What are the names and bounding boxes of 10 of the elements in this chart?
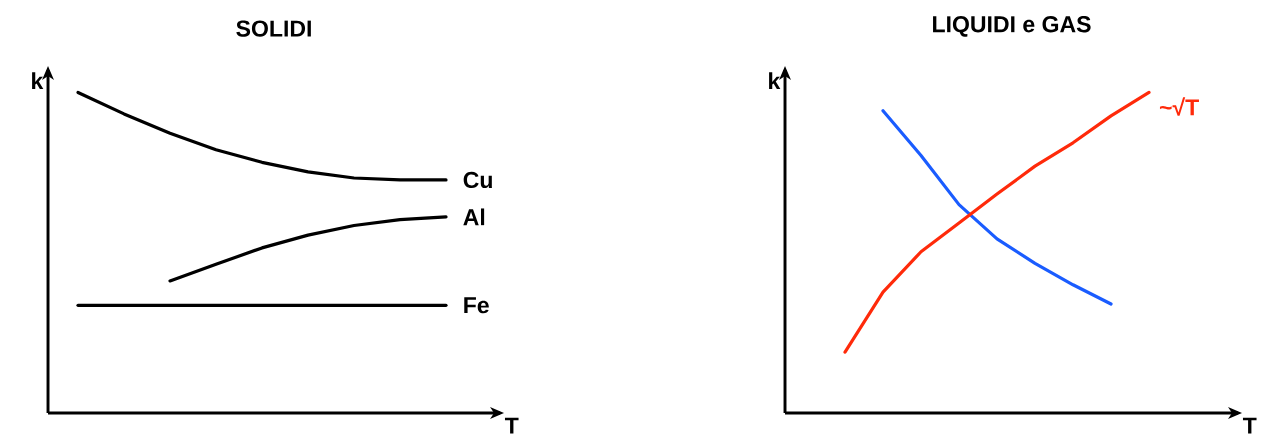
x-axis-title: T [1242, 417, 1257, 434]
annotation: ~√T [1159, 97, 1199, 116]
series-label: Al [463, 208, 485, 226]
x-axis-title: T [504, 417, 519, 434]
series-label: Cu [463, 171, 492, 189]
series-label: Fe [464, 297, 489, 314]
y-axis-title: k [32, 72, 44, 90]
chart-title: LIQUIDI e GAS [933, 16, 1091, 37]
y-axis-title: k [769, 72, 781, 90]
chart-title: SOLIDI [236, 20, 311, 37]
